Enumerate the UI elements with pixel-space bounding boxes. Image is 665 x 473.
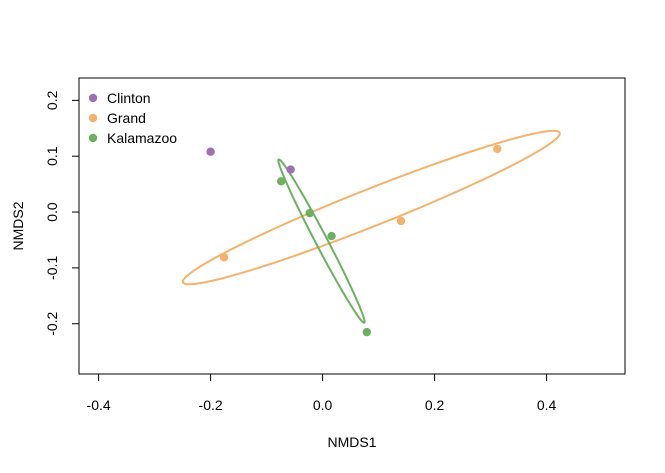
y-tick-label: -0.1 — [44, 256, 60, 280]
plot-frame — [78, 77, 626, 375]
x-axis-title: NMDS1 — [327, 434, 376, 450]
point-clinton — [206, 147, 215, 156]
y-tick-label: -0.2 — [44, 311, 60, 335]
legend-marker-clinton — [88, 93, 98, 103]
legend-label-kalamazoo: Kalamazoo — [107, 130, 177, 146]
y-tick-label: 0.2 — [44, 90, 60, 110]
legend-label-grand: Grand — [107, 110, 146, 126]
legend: Clinton Grand Kalamazoo — [88, 90, 177, 146]
x-tick-label: 0.2 — [425, 397, 445, 413]
x-tick-label: 0.4 — [537, 397, 557, 413]
data-points — [206, 144, 502, 337]
point-grand — [219, 253, 229, 262]
point-kalamazoo — [305, 208, 314, 218]
confidence-ellipses — [181, 129, 561, 324]
point-grand — [396, 216, 406, 226]
point-kalamazoo — [362, 327, 372, 337]
y-axis: -0.2 -0.1 0.0 0.1 0.2 — [44, 90, 80, 336]
point-kalamazoo — [327, 231, 336, 241]
y-tick-label: 0.0 — [44, 202, 60, 222]
legend-marker-grand — [88, 113, 98, 123]
legend-label-clinton: Clinton — [107, 90, 151, 106]
point-clinton — [286, 165, 295, 174]
legend-marker-kalamazoo — [88, 133, 98, 143]
x-tick-label: -0.4 — [87, 397, 111, 413]
x-axis: -0.4 -0.2 0.0 0.2 0.4 — [87, 373, 557, 413]
ellipse-grand — [181, 129, 561, 286]
x-tick-label: -0.2 — [199, 397, 223, 413]
point-grand — [493, 144, 502, 154]
point-kalamazoo — [276, 177, 286, 186]
y-tick-label: 0.1 — [44, 146, 60, 166]
x-tick-label: 0.0 — [313, 397, 333, 413]
y-axis-title: NMDS2 — [10, 201, 26, 250]
ellipse-kalamazoo — [277, 158, 366, 324]
